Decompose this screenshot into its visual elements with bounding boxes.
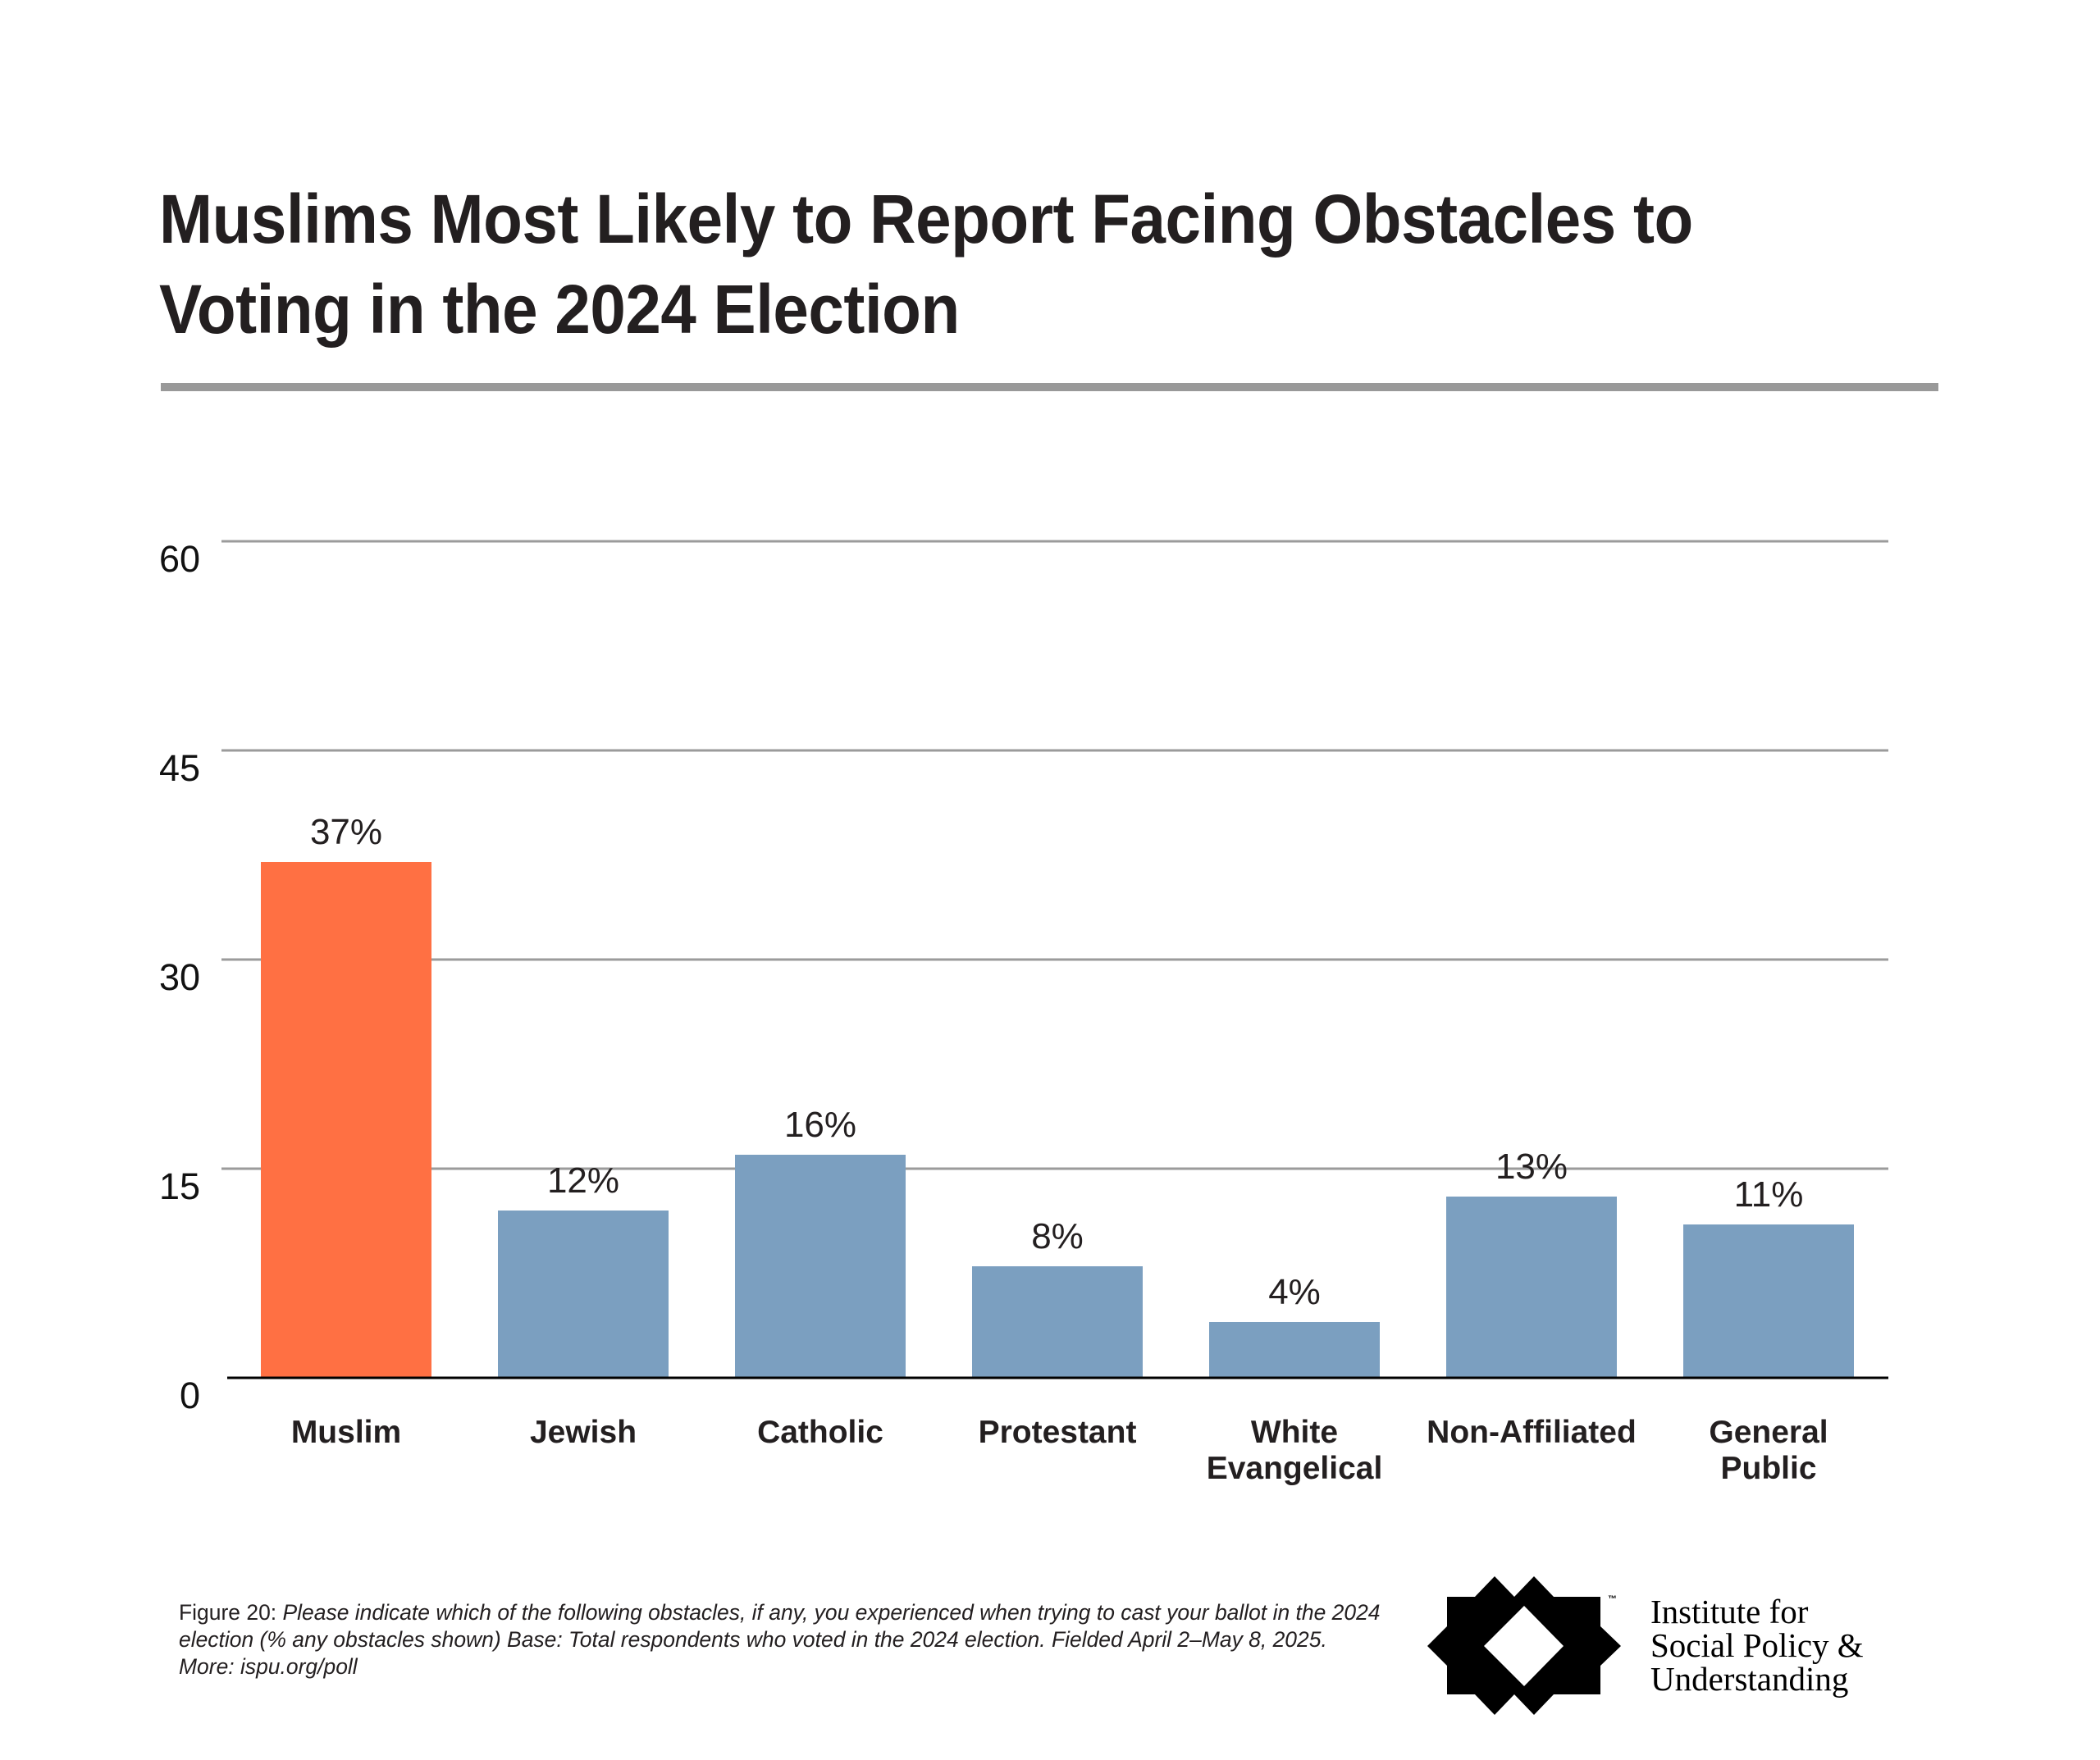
y-tick-label-45: 45 xyxy=(159,747,200,789)
x-label-line: White xyxy=(1251,1415,1338,1450)
title-divider xyxy=(161,383,1938,391)
bars xyxy=(261,862,1854,1378)
bar-jewish xyxy=(498,1211,669,1378)
x-label-line: General xyxy=(1709,1415,1828,1450)
x-label-line: Evangelical xyxy=(1207,1451,1383,1486)
data-labels: 37% 12% 16% 8% 4% 13% 11% xyxy=(310,812,1803,1312)
data-label-non-affiliated: 13% xyxy=(1495,1147,1568,1187)
chart-title: Muslims Most Likely to Report Facing Obs… xyxy=(159,174,1838,354)
chart-title-line-2: Voting in the 2024 Election xyxy=(159,271,960,348)
y-tick-label-15: 15 xyxy=(159,1165,200,1207)
y-tick-label-30: 30 xyxy=(159,956,200,998)
data-label-general-public: 11% xyxy=(1734,1174,1804,1215)
x-label-muslim: Muslim xyxy=(291,1415,401,1450)
y-axis-tick-labels: 0 15 30 45 60 xyxy=(159,538,200,1416)
x-label-non-affiliated: Non-Affiliated xyxy=(1427,1415,1637,1450)
bar-catholic xyxy=(735,1155,906,1378)
data-label-catholic: 16% xyxy=(784,1105,856,1145)
x-label-line: Muslim xyxy=(291,1415,401,1450)
gridlines xyxy=(221,540,1888,1170)
x-label-protestant: Protestant xyxy=(979,1415,1137,1450)
figure-footnote: Figure 20: Please indicate which of the … xyxy=(179,1599,1385,1680)
x-axis-category-labels: Muslim Jewish Catholic Protestant White Evang… xyxy=(291,1415,1828,1486)
x-label-line: Non-Affiliated xyxy=(1427,1415,1637,1450)
bar-white-evangelical xyxy=(1209,1322,1380,1378)
organization-name-line-2: Social Policy & xyxy=(1650,1626,1864,1664)
data-label-protestant: 8% xyxy=(1031,1216,1084,1256)
bar-muslim xyxy=(261,862,431,1378)
x-label-line: Catholic xyxy=(757,1415,883,1450)
data-label-muslim: 37% xyxy=(310,812,382,852)
x-label-line: Jewish xyxy=(530,1415,637,1450)
bar-non-affiliated xyxy=(1446,1197,1617,1378)
x-label-line: Protestant xyxy=(979,1415,1137,1450)
chart-title-line-1: Muslims Most Likely to Report Facing Obs… xyxy=(159,180,1693,258)
organization-name-line-1: Institute for xyxy=(1650,1593,1809,1630)
data-label-white-evangelical: 4% xyxy=(1268,1272,1321,1312)
figure-number: Figure 20: xyxy=(179,1600,283,1625)
bar-protestant xyxy=(972,1266,1143,1378)
x-label-general-public: General Public xyxy=(1709,1415,1828,1486)
y-tick-label-60: 60 xyxy=(159,538,200,580)
trademark-symbol: ™ xyxy=(1608,1594,1617,1604)
data-label-jewish: 12% xyxy=(547,1160,619,1201)
ispu-star-logo-icon xyxy=(1426,1575,1623,1722)
x-label-line: Public xyxy=(1720,1451,1816,1486)
x-label-jewish: Jewish xyxy=(530,1415,637,1450)
footnote-text: Please indicate which of the following o… xyxy=(179,1600,1381,1679)
organization-name-line-3: Understanding xyxy=(1650,1660,1849,1698)
x-label-catholic: Catholic xyxy=(757,1415,883,1450)
x-label-white-evangelical: White Evangelical xyxy=(1207,1415,1383,1486)
organization-name: Institute for Social Policy & Understand… xyxy=(1650,1595,1864,1696)
y-tick-label-0: 0 xyxy=(180,1375,200,1416)
bar-general-public xyxy=(1683,1224,1854,1378)
